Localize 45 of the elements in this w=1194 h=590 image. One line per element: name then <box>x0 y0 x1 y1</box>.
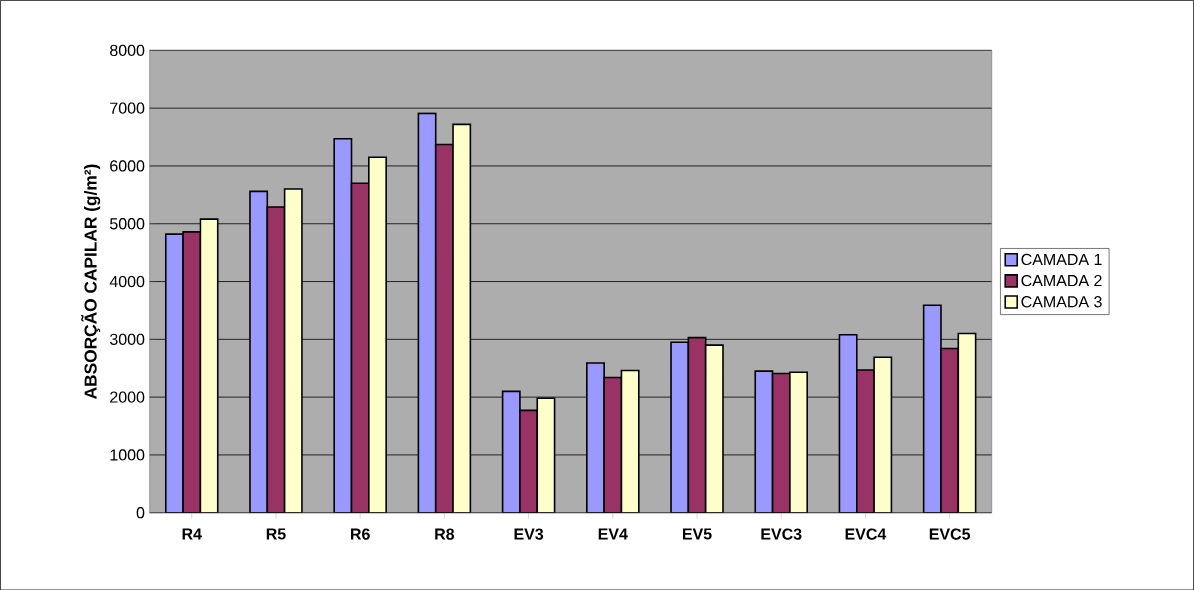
bar <box>874 357 892 513</box>
x-tick-label: EVC4 <box>845 528 887 540</box>
bar <box>772 373 790 513</box>
bar <box>453 124 471 513</box>
x-tick-label: EVC3 <box>761 528 802 540</box>
bar <box>705 344 723 513</box>
x-tick-label: R6 <box>351 528 370 540</box>
bar <box>922 304 942 513</box>
bar <box>200 218 218 513</box>
bar <box>671 342 689 513</box>
x-tick-label: EV3 <box>514 528 544 540</box>
y-tick-label: 4000 <box>109 275 145 287</box>
x-tick-label: EV4 <box>598 528 628 540</box>
y-tick-label: 1000 <box>110 449 145 461</box>
bar <box>688 337 706 513</box>
x-tick-label: R5 <box>266 528 286 540</box>
x-tick-label: EV5 <box>682 528 712 540</box>
y-tick-label: 3000 <box>109 333 145 345</box>
bar <box>604 377 622 513</box>
bar <box>334 138 352 513</box>
legend-label: CAMADA 2 <box>1021 274 1102 287</box>
bar <box>284 188 302 513</box>
bar <box>839 334 857 513</box>
bar <box>351 183 369 513</box>
y-tick-label: 7000 <box>110 102 145 114</box>
bar <box>755 370 773 513</box>
bar <box>183 231 201 513</box>
bar <box>621 370 639 513</box>
bar <box>537 398 555 513</box>
x-tick-label: R4 <box>182 528 202 540</box>
bar <box>418 113 436 513</box>
legend-label: CAMADA 1 <box>1021 253 1102 265</box>
bar <box>502 391 520 513</box>
y-tick-label: 0 <box>136 506 145 519</box>
x-tick-label: EVC5 <box>929 528 971 540</box>
legend-label: CAMADA 3 <box>1021 295 1102 308</box>
bar <box>957 332 977 513</box>
y-tick-label: 2000 <box>110 391 145 403</box>
y-tick-label: 6000 <box>110 160 145 172</box>
x-tick-label: R8 <box>435 528 455 540</box>
bar <box>940 347 960 513</box>
y-tick-label: 8000 <box>110 44 145 56</box>
bar <box>267 206 285 513</box>
y-tick-label: 5000 <box>110 217 145 230</box>
y-axis-title: ABSORÇÃO CAPILAR (g/m²) <box>81 164 101 399</box>
